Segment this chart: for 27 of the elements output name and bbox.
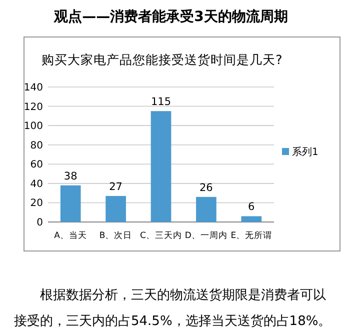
y-tick-label: 140: [24, 82, 43, 94]
y-tick-label: 100: [24, 121, 43, 132]
data-label: 6: [248, 201, 256, 214]
legend-label: 系列1: [292, 146, 318, 158]
data-label: 115: [150, 96, 172, 108]
x-tick-label: C、三天内: [140, 230, 182, 241]
data-label: 27: [109, 180, 122, 193]
x-tick-label: D、一周内: [184, 230, 228, 241]
bar: [60, 185, 81, 222]
bar: [196, 196, 216, 222]
y-tick-label: 60: [30, 160, 43, 171]
y-tick-label: 40: [30, 178, 43, 190]
y-tick-label: 20: [30, 198, 43, 210]
data-label: 26: [200, 182, 214, 194]
bar: [241, 216, 262, 222]
chart-title: 观点——消费者能承受3天的物流周期: [53, 8, 288, 25]
y-tick-label: 120: [24, 102, 43, 113]
y-tick-label: 80: [30, 140, 43, 152]
x-tick-label: E、无所谓: [230, 230, 272, 241]
bar: [106, 196, 126, 222]
chart-subtitle: 购买大家电产品您能接受送货时间是几天?: [42, 52, 282, 67]
text: 根据数据分析，三天的物流送货期限是消费者可以接受的，三天内的占54.5%，选择当天送货的占18%。: [14, 287, 332, 331]
y-tick-label: 0: [36, 218, 43, 228]
x-tick-label: B、次日: [99, 230, 132, 241]
x-tick-label: A、当天: [54, 230, 88, 241]
bar: [150, 111, 172, 222]
data-label: 38: [64, 170, 78, 182]
